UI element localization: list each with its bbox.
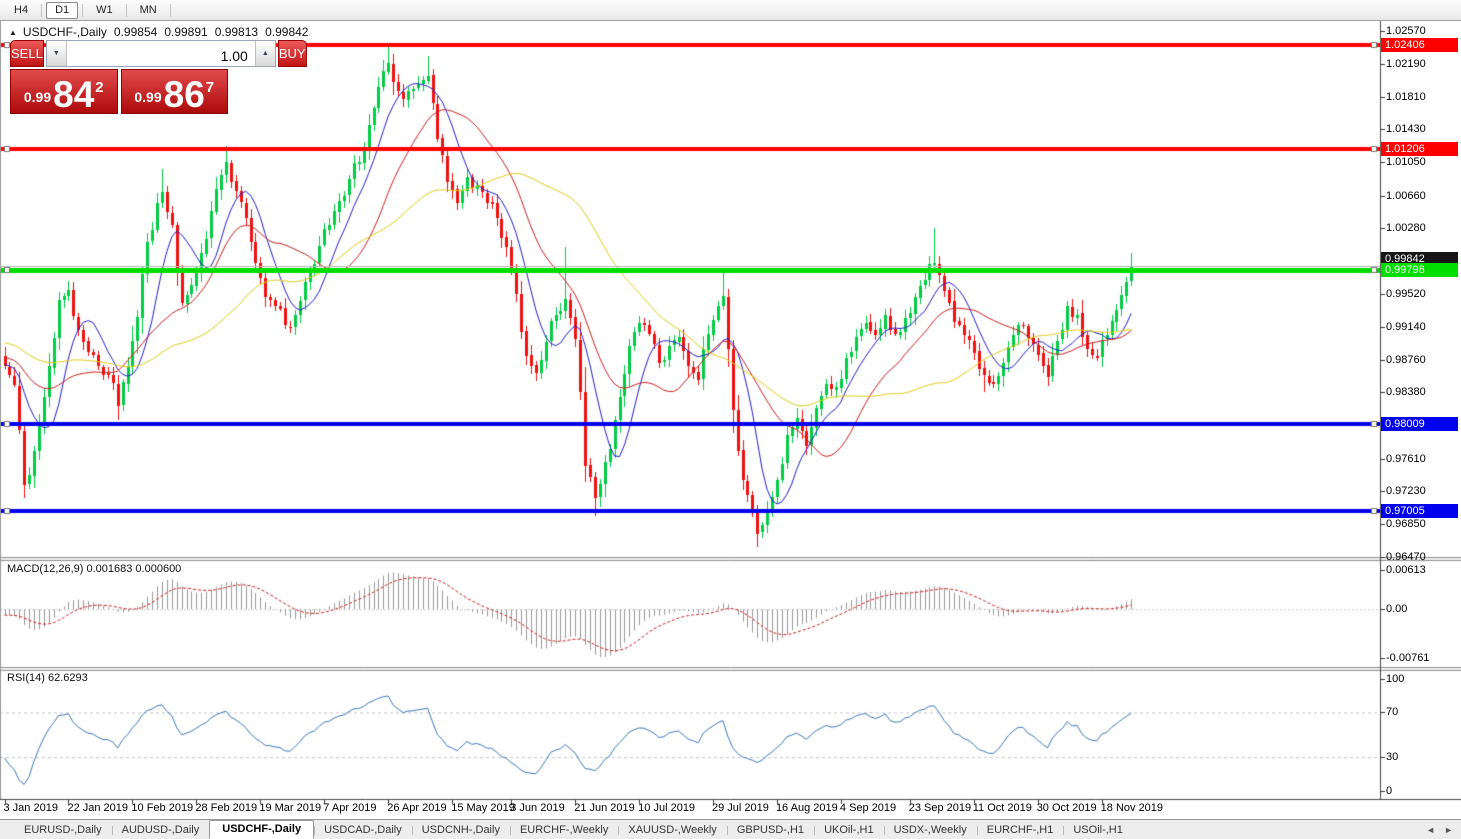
macd-label: MACD(12,26,9) 0.001683 0.000600: [7, 563, 182, 575]
timeframe-button-d1[interactable]: D1: [46, 1, 79, 19]
toolbar-divider: [82, 3, 84, 17]
toolbar-divider: [125, 3, 127, 17]
sell-price-big: 84: [53, 73, 95, 115]
sell-price-pip: 2: [95, 79, 104, 96]
tab-scroll-left-icon[interactable]: ◄: [1426, 825, 1436, 835]
chart-tab-ukoil-h1[interactable]: UKOil-,H1: [814, 822, 884, 839]
buy-price-prefix: 0.99: [134, 89, 162, 105]
chart-tab-usdcnh-daily[interactable]: USDCNH-,Daily: [411, 822, 510, 839]
tab-scroll-arrows: ◄ ►: [1426, 825, 1453, 839]
volume-increase-button[interactable]: ▲: [254, 41, 275, 66]
chart-tab-eurchf-weekly[interactable]: EURCHF-,Weekly: [509, 822, 618, 839]
toolbar-divider: [169, 3, 171, 17]
rsi-label: RSI(14) 62.6293: [7, 672, 88, 684]
sell-price-box[interactable]: 0.99 84 2: [10, 69, 118, 114]
chart-tab-usoil-h1[interactable]: USOil-,H1: [1063, 822, 1133, 839]
chart-tab-eurusd-daily[interactable]: EURUSD-,Daily: [24, 824, 102, 836]
chart-tab-usdchf-daily[interactable]: USDCHF-,Daily: [209, 820, 315, 839]
buy-price-big: 86: [163, 73, 205, 115]
buy-price-pip: 7: [205, 79, 215, 96]
volume-spinner: ▼ ▲: [45, 40, 276, 67]
toolbar-divider: [41, 3, 43, 17]
timeframe-button-h4[interactable]: H4: [14, 3, 29, 16]
chart-symbol-label: USDCHF-,Daily: [22, 25, 107, 39]
timeframe-button-w1[interactable]: W1: [96, 3, 113, 16]
chart-tabs-bar: EURUSD-,Daily AUDUSD-,Daily USDCHF-,Daily U…: [0, 819, 1461, 839]
ohlc-low: 0.99813: [214, 25, 259, 39]
sell-button[interactable]: SELL: [10, 40, 44, 67]
chart-tab-audusd-daily[interactable]: AUDUSD-,Daily: [111, 822, 210, 839]
chart-header: ▲ USDCHF-,Daily 0.99854 0.99891 0.99813 …: [9, 25, 308, 39]
chart-tab-xauusd-weekly[interactable]: XAUUSD-,Weekly: [618, 822, 726, 839]
sell-price-prefix: 0.99: [23, 89, 52, 105]
buy-button[interactable]: BUY: [277, 40, 307, 67]
volume-input[interactable]: [66, 41, 255, 66]
macd-values: 0.001683 0.000600: [86, 563, 182, 575]
chart-tab-eurchf-h1[interactable]: EURCHF-,H1: [976, 822, 1064, 839]
chart-tab-usdcad-daily[interactable]: USDCAD-,Daily: [314, 822, 412, 839]
tab-scroll-right-icon[interactable]: ►: [1444, 825, 1453, 835]
rsi-value: 62.6293: [47, 672, 88, 684]
chart-tab-usdx-weekly[interactable]: USDX-,Weekly: [883, 822, 977, 839]
ohlc-close: 0.99842: [265, 25, 309, 39]
chart-tab-gbpusd-h1[interactable]: GBPUSD-,H1: [726, 822, 814, 839]
ohlc-high: 0.99891: [164, 25, 208, 39]
volume-decrease-button[interactable]: ▼: [46, 41, 67, 66]
ohlc-open: 0.99854: [113, 25, 158, 39]
buy-price-box[interactable]: 0.99 86 7: [120, 69, 228, 115]
one-click-trade-panel: SELL ▼ ▲ BUY 0.99 84 2 0.99 86 7: [10, 40, 307, 115]
timeframe-toolbar: H4 D1 W1 MN: [0, 0, 1461, 21]
collapse-triangle-icon[interactable]: ▲: [9, 27, 17, 37]
timeframe-button-mn[interactable]: MN: [139, 3, 157, 16]
